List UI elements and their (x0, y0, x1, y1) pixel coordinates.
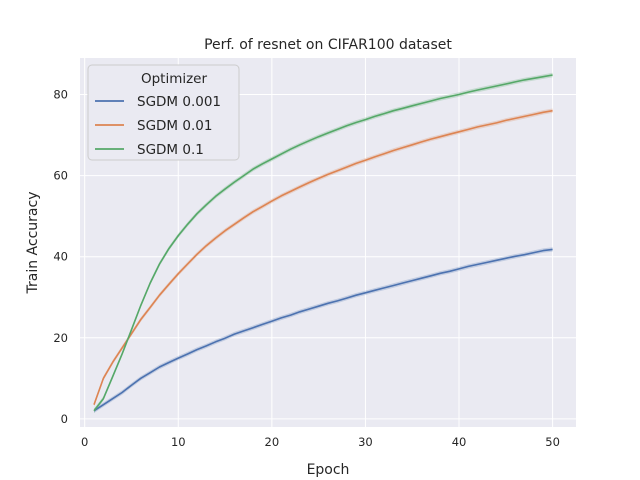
y-tick-label: 0 (61, 412, 68, 426)
x-tick-label: 50 (545, 435, 560, 449)
legend-entry: SGDM 0.001 (137, 94, 221, 110)
x-tick-label: 0 (81, 435, 88, 449)
grid (80, 58, 576, 427)
series-line (93, 109, 553, 405)
x-axis: 0 10 20 30 40 50 (81, 435, 560, 449)
x-tick-label: 10 (171, 435, 186, 449)
legend-entry: SGDM 0.01 (137, 118, 212, 134)
y-tick-label: 40 (53, 250, 68, 264)
x-tick-label: 20 (265, 435, 280, 449)
x-tick-label: 30 (358, 435, 373, 449)
legend: Optimizer SGDM 0.001 SGDM 0.01 SGDM 0.1 (87, 64, 240, 161)
chart-title: Perf. of resnet on CIFAR100 dataset (204, 37, 452, 53)
y-tick-label: 80 (53, 87, 68, 101)
y-tick-label: 20 (53, 331, 68, 345)
legend-title: Optimizer (141, 71, 208, 87)
legend-box (87, 64, 240, 161)
series-lines (93, 74, 553, 412)
y-axis-title: Train Accuracy (25, 192, 41, 295)
legend-entry: SGDM 0.1 (137, 142, 204, 158)
x-axis-title: Epoch (307, 462, 350, 478)
series-line (93, 248, 553, 412)
series-line (93, 74, 553, 412)
y-axis: 0 20 40 60 80 (53, 87, 68, 425)
x-tick-label: 40 (452, 435, 467, 449)
y-tick-label: 60 (53, 169, 68, 183)
